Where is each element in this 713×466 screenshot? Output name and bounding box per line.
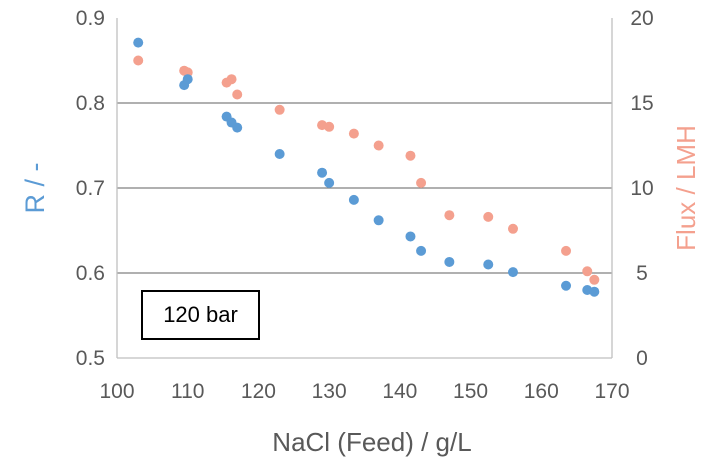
r-point bbox=[508, 267, 518, 278]
flux-point bbox=[324, 121, 335, 132]
flux-point bbox=[582, 266, 593, 277]
x-tick-label: 110 bbox=[171, 380, 204, 403]
flux-point bbox=[444, 210, 455, 221]
r-point bbox=[317, 167, 328, 178]
r-point bbox=[483, 259, 494, 270]
annotation-box: 120 bar bbox=[141, 290, 260, 340]
r-point bbox=[232, 122, 243, 133]
y2-tick-label: 15 bbox=[630, 92, 653, 115]
flux-point bbox=[416, 177, 427, 188]
flux-point bbox=[226, 74, 237, 85]
r-point bbox=[182, 74, 193, 85]
r-point bbox=[324, 177, 335, 188]
x-tick-label: 150 bbox=[453, 380, 488, 403]
y-tick-label: 0.8 bbox=[76, 92, 105, 115]
y2-tick-label: 20 bbox=[630, 7, 653, 30]
y2-tick-label: 5 bbox=[636, 262, 648, 285]
x-axis-title: NaCl (Feed) / g/L bbox=[272, 427, 471, 457]
gridlines bbox=[117, 102, 612, 274]
r-point bbox=[405, 231, 416, 242]
r-point bbox=[348, 194, 359, 205]
x-tick-label: 100 bbox=[99, 380, 134, 403]
r-point bbox=[274, 149, 285, 159]
tick-labels: 0.5 0.6 0.7 0.8 0.9 0 5 10 15 20 100 110 120 130 140 15… bbox=[76, 7, 654, 403]
flux-point bbox=[274, 104, 285, 115]
r-point bbox=[589, 286, 600, 297]
flux-point bbox=[589, 274, 600, 285]
flux-point bbox=[373, 140, 384, 151]
y-tick-label: 0.9 bbox=[76, 7, 105, 30]
x-tick-label: 140 bbox=[382, 380, 417, 403]
y-tick-label: 0.5 bbox=[76, 347, 105, 370]
r-point bbox=[444, 256, 455, 267]
r-point bbox=[373, 215, 384, 226]
flux-point bbox=[133, 55, 144, 66]
flux-point bbox=[348, 128, 359, 139]
y2-tick-label: 0 bbox=[636, 347, 648, 370]
y-axis-title: R / - bbox=[20, 163, 50, 214]
r-point bbox=[561, 280, 572, 291]
x-tick-label: 120 bbox=[241, 380, 276, 403]
flux-point bbox=[561, 245, 572, 256]
r-point bbox=[133, 37, 144, 48]
y-tick-label: 0.7 bbox=[76, 177, 105, 200]
y-tick-label: 0.6 bbox=[76, 262, 105, 285]
flux-point bbox=[508, 223, 518, 234]
y2-axis-title: Flux / LMH bbox=[671, 125, 701, 251]
r-point bbox=[416, 245, 427, 256]
x-tick-label: 130 bbox=[312, 380, 347, 403]
flux-point bbox=[483, 211, 494, 222]
x-tick-label: 170 bbox=[594, 380, 629, 403]
flux-point bbox=[405, 150, 416, 161]
flux-point bbox=[232, 89, 243, 100]
y2-tick-label: 10 bbox=[630, 177, 653, 200]
x-tick-label: 160 bbox=[524, 380, 559, 403]
data-points bbox=[133, 37, 600, 297]
axes bbox=[116, 18, 613, 359]
